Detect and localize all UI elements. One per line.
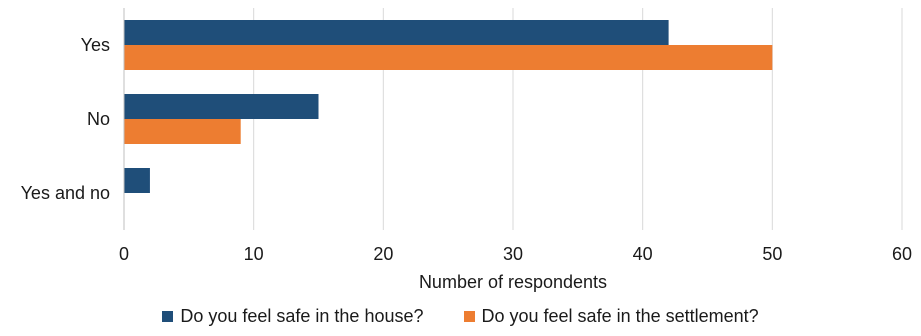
- x-tick-label: 40: [633, 244, 653, 264]
- x-tick-label: 60: [892, 244, 912, 264]
- bar-settlement: [124, 119, 241, 144]
- legend-label-settlement: Do you feel safe in the settlement?: [481, 305, 759, 326]
- legend-swatch-house: [162, 310, 174, 322]
- x-tick-label: 20: [373, 244, 393, 264]
- y-category-label: No: [87, 109, 110, 129]
- x-tick-label: 0: [119, 244, 129, 264]
- x-tick-label: 30: [503, 244, 523, 264]
- legend-label-house: Do you feel safe in the house?: [180, 305, 424, 326]
- legend: Do you feel safe in the house? Do you fe…: [0, 305, 921, 327]
- bar-house: [124, 20, 669, 45]
- bar-settlement: [124, 45, 773, 70]
- legend-swatch-settlement: [463, 310, 475, 322]
- y-category-label: Yes and no: [21, 183, 110, 203]
- axes: 0 10 20 30 40 50 60 Yes No Yes and no: [21, 8, 912, 264]
- y-category-label: Yes: [81, 35, 110, 55]
- bar-house: [124, 168, 150, 193]
- x-axis-title: Number of respondents: [419, 272, 607, 292]
- x-tick-label: 50: [762, 244, 782, 264]
- legend-item-house: Do you feel safe in the house?: [162, 305, 424, 327]
- bar-house: [124, 94, 319, 119]
- x-tick-label: 10: [244, 244, 264, 264]
- bars: [124, 20, 773, 193]
- legend-item-settlement: Do you feel safe in the settlement?: [463, 305, 759, 327]
